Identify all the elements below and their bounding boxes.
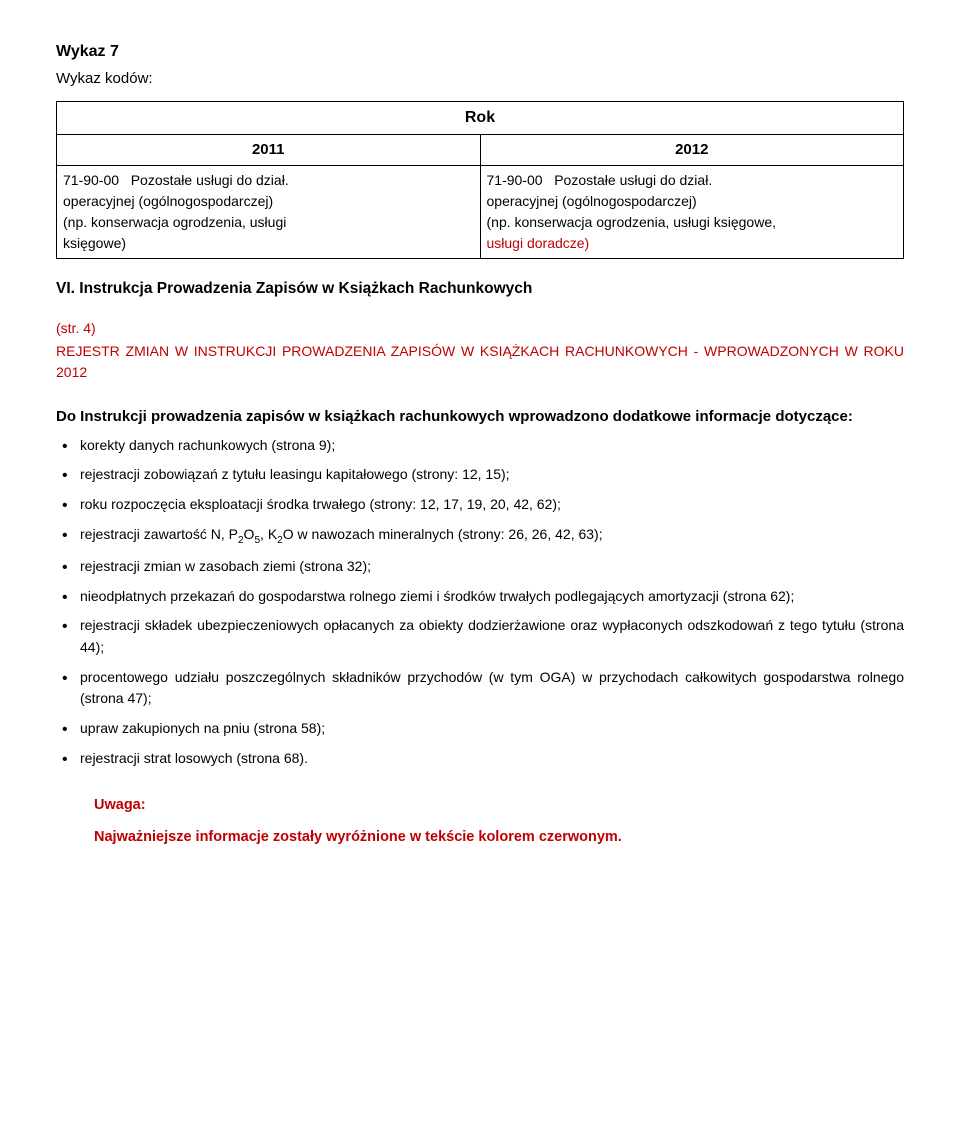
text-right-1: Pozostałe usługi do dział. xyxy=(554,172,712,188)
text-right-4-red: usługi doradcze) xyxy=(487,235,590,251)
list-item: nieodpłatnych przekazań do gospodarstwa … xyxy=(56,586,904,608)
text-left-2: operacyjnej (ogólnogospodarczej) xyxy=(63,193,273,209)
bullet-text: rejestracji zobowiązań z tytułu leasingu… xyxy=(80,466,510,482)
registry-title: REJESTR ZMIAN W INSTRUKCJI PROWADZENIA Z… xyxy=(56,341,904,383)
text-right-3: (np. konserwacja ogrodzenia, usługi księ… xyxy=(487,214,777,230)
uwaga-box: Uwaga: Najważniejsze informacje zostały … xyxy=(80,785,904,861)
heading-wykaz-7: Wykaz 7 xyxy=(56,40,904,64)
cell-left: 71-90-00 Pozostałe usługi do dział. oper… xyxy=(57,166,481,259)
cell-right: 71-90-00 Pozostałe usługi do dział. oper… xyxy=(480,166,904,259)
year-2012-header: 2012 xyxy=(480,134,904,166)
subheading-wykaz-kodow: Wykaz kodów: xyxy=(56,68,904,91)
bullet-text: rejestracji zmian w zasobach ziemi (stro… xyxy=(80,558,371,574)
bullet-text: rejestracji składek ubezpieczeniowych op… xyxy=(80,617,904,655)
intro-paragraph: Do Instrukcji prowadzenia zapisów w ksią… xyxy=(56,405,904,428)
code-left: 71-90-00 xyxy=(63,172,119,188)
codes-table: Rok 2011 2012 71-90-00 Pozostałe usługi … xyxy=(56,101,904,260)
bullet-text: nieodpłatnych przekazań do gospodarstwa … xyxy=(80,588,794,604)
list-item: korekty danych rachunkowych (strona 9); xyxy=(56,435,904,457)
list-item: procentowego udziału poszczególnych skła… xyxy=(56,667,904,710)
uwaga-text: Najważniejsze informacje zostały wyróżni… xyxy=(94,827,890,849)
bullet-text: korekty danych rachunkowych (strona 9); xyxy=(80,437,335,453)
uwaga-label: Uwaga: xyxy=(94,795,890,817)
bullet-text-mid1: O xyxy=(244,526,255,542)
text-left-4: księgowe) xyxy=(63,235,126,251)
list-item: rejestracji zmian w zasobach ziemi (stro… xyxy=(56,556,904,578)
bullet-text-pre: rejestracji zawartość N, P xyxy=(80,526,238,542)
bullet-list: korekty danych rachunkowych (strona 9); … xyxy=(56,435,904,770)
page-ref-str4: (str. 4) xyxy=(56,318,904,339)
section-vi-heading: VI. Instrukcja Prowadzenia Zapisów w Ksi… xyxy=(56,277,904,300)
list-item: upraw zakupionych na pniu (strona 58); xyxy=(56,718,904,740)
list-item: rejestracji strat losowych (strona 68). xyxy=(56,748,904,770)
table-row: Rok xyxy=(57,101,904,134)
year-2011-header: 2011 xyxy=(57,134,481,166)
bullet-text: procentowego udziału poszczególnych skła… xyxy=(80,669,904,707)
bullet-text: roku rozpoczęcia eksploatacji środka trw… xyxy=(80,496,561,512)
table-row: 71-90-00 Pozostałe usługi do dział. oper… xyxy=(57,166,904,259)
bullet-text-post: O w nawozach mineralnych (strony: 26, 26… xyxy=(283,526,603,542)
table-row: 2011 2012 xyxy=(57,134,904,166)
list-item: rejestracji składek ubezpieczeniowych op… xyxy=(56,615,904,658)
bullet-text: rejestracji strat losowych (strona 68). xyxy=(80,750,308,766)
list-item: rejestracji zawartość N, P2O5, K2O w naw… xyxy=(56,524,904,548)
bullet-text-mid2: , K xyxy=(260,526,277,542)
text-right-2: operacyjnej (ogólnogospodarczej) xyxy=(487,193,697,209)
text-left-3: (np. konserwacja ogrodzenia, usługi xyxy=(63,214,286,230)
bullet-text: upraw zakupionych na pniu (strona 58); xyxy=(80,720,325,736)
list-item: rejestracji zobowiązań z tytułu leasingu… xyxy=(56,464,904,486)
list-item: roku rozpoczęcia eksploatacji środka trw… xyxy=(56,494,904,516)
code-right: 71-90-00 xyxy=(487,172,543,188)
rok-header: Rok xyxy=(57,101,904,134)
text-left-1: Pozostałe usługi do dział. xyxy=(131,172,289,188)
